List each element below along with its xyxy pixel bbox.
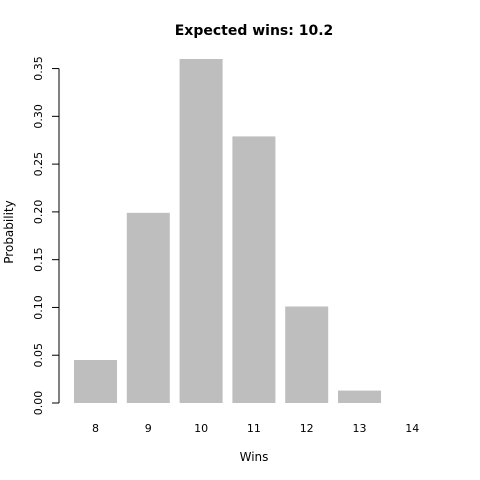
y-axis-tick-label: 0.15 — [32, 247, 45, 272]
x-axis-tick-label: 14 — [405, 422, 419, 435]
bar-11 — [232, 136, 276, 403]
y-axis-label: Probability — [2, 200, 16, 263]
y-axis-tick-label: 0.00 — [32, 391, 45, 416]
x-axis-tick-label: 10 — [194, 422, 208, 435]
y-axis-tick-label: 0.30 — [32, 104, 45, 129]
chart-title: Expected wins: 10.2 — [175, 23, 334, 39]
bar-10 — [179, 59, 223, 403]
x-axis-label: Wins — [240, 450, 269, 464]
bar-13 — [338, 390, 381, 403]
y-axis-tick-label: 0.20 — [32, 200, 45, 225]
x-axis-tick-label: 8 — [92, 422, 99, 435]
bar-9 — [126, 212, 170, 403]
x-axis-tick-label: 11 — [247, 422, 261, 435]
y-axis-tick-label: 0.05 — [32, 343, 45, 368]
x-axis-tick-label: 9 — [145, 422, 152, 435]
y-axis-tick-label: 0.25 — [32, 152, 45, 177]
x-axis-tick-label: 13 — [353, 422, 367, 435]
bar-12 — [285, 306, 329, 403]
bar-8 — [74, 360, 117, 403]
bar-series — [74, 59, 381, 403]
y-axis-tick-label: 0.10 — [32, 295, 45, 320]
y-axis-tick-label: 0.35 — [32, 56, 45, 81]
y-axis: 0.00 0.05 0.10 0.15 0.20 0.25 0.30 0.35 — [32, 56, 60, 416]
x-axis-tick-label: 12 — [300, 422, 314, 435]
x-axis-tick-labels: 8 9 10 11 12 13 14 — [92, 422, 419, 435]
